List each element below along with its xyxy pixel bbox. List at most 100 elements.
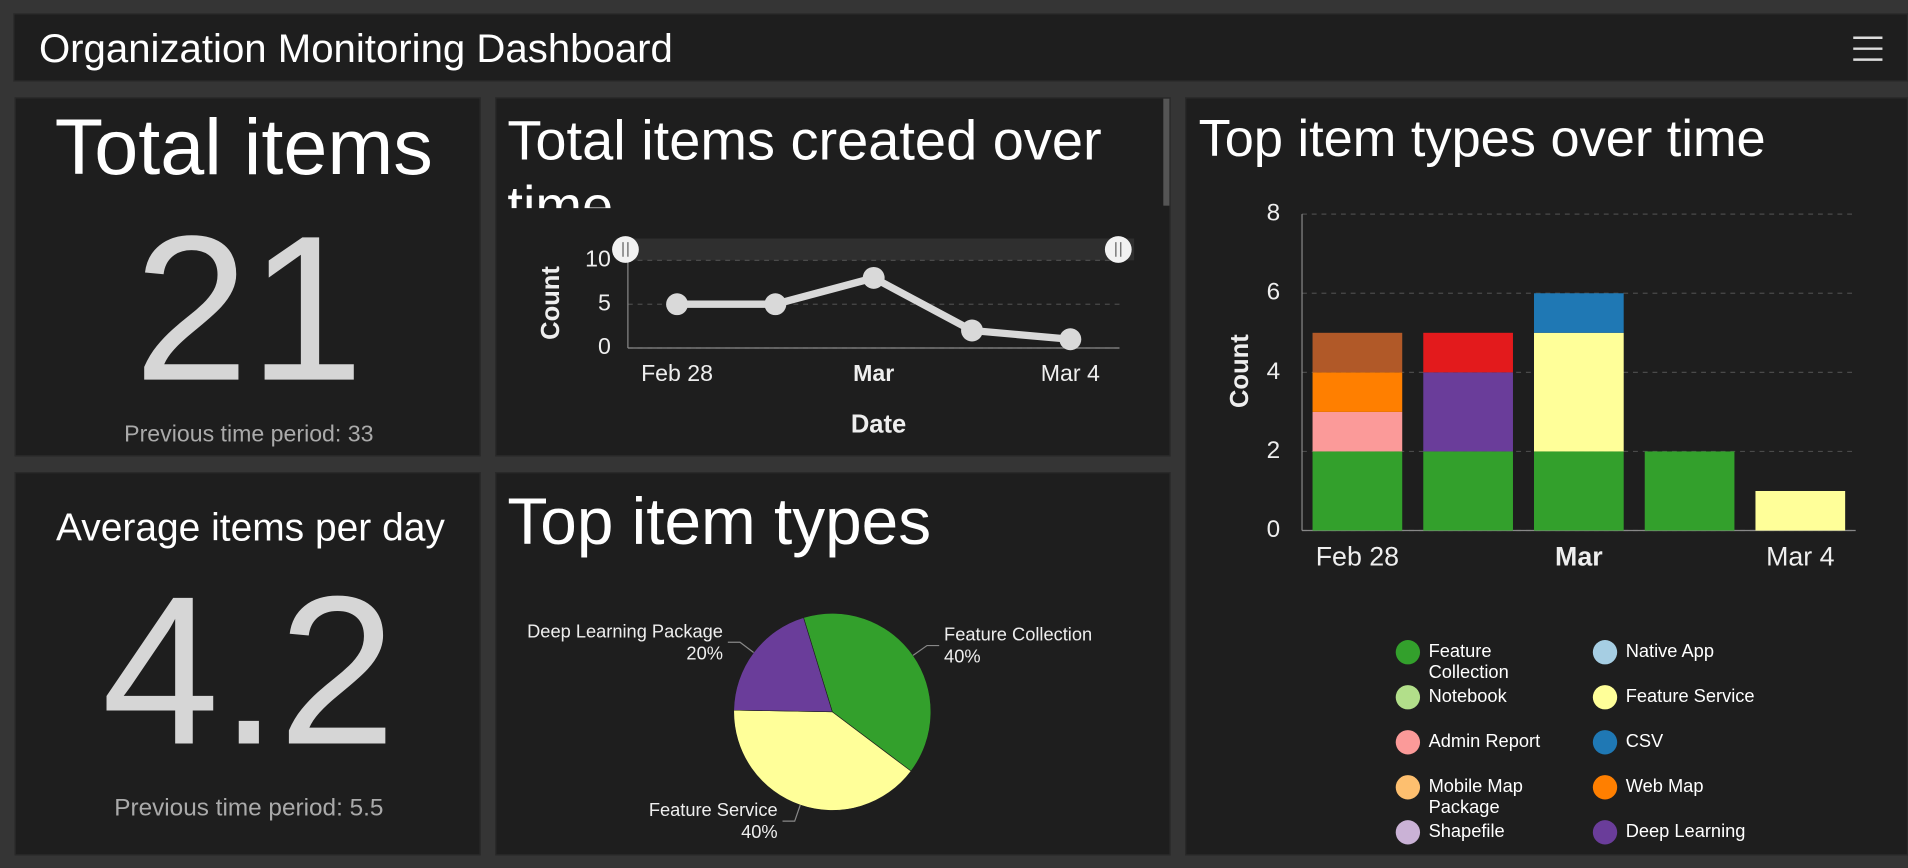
slice-value-label: 40% <box>944 646 981 667</box>
y-tick-label: 4 <box>1267 358 1281 385</box>
x-tick-label: Mar <box>853 360 894 386</box>
slice-label: Feature Service <box>649 799 778 820</box>
y-tick-label: 0 <box>1267 516 1281 543</box>
legend-swatch <box>1592 775 1618 800</box>
y-axis-label: Count <box>537 266 565 340</box>
legend-swatch <box>1592 730 1618 755</box>
data-point <box>666 293 689 316</box>
legend-swatch <box>1395 730 1421 755</box>
legend-swatch <box>1395 820 1421 845</box>
legend-swatch <box>1592 820 1618 845</box>
pie-slice <box>803 613 932 772</box>
legend-label: Mobile Map Package <box>1428 776 1523 818</box>
bar-segment <box>1534 451 1624 531</box>
legend-label: Feature Collection <box>1428 641 1509 683</box>
x-tick-label: Feb 28 <box>1316 542 1399 572</box>
legend-swatch <box>1395 685 1421 710</box>
legend-swatch <box>1395 775 1421 800</box>
handle-knob[interactable] <box>1104 236 1132 263</box>
y-tick-label: 10 <box>585 246 611 272</box>
bar-segment <box>1644 451 1735 531</box>
y-axis-label: Count <box>1226 334 1254 408</box>
legend-label: Admin Report <box>1428 731 1541 753</box>
legend-item[interactable]: Feature Collection <box>1395 640 1593 683</box>
indicator-title: Total items <box>54 104 433 190</box>
slice-label: Feature Collection <box>944 624 1092 645</box>
scrollbar[interactable] <box>1163 98 1170 206</box>
legend-swatch <box>1592 685 1618 710</box>
bar-chart: 0 2 4 6 8 Feb 28 Mar Mar 4 Count <box>1226 200 1856 572</box>
bar-segment <box>1423 451 1513 531</box>
bar-segment <box>1534 332 1624 452</box>
bar-segment <box>1312 332 1403 373</box>
legend-label: Deep Learning <box>1625 821 1746 843</box>
y-tick-label: 5 <box>598 289 611 315</box>
menu-button[interactable] <box>1852 34 1884 63</box>
slice-value-label: 40% <box>741 821 778 842</box>
bar-segment <box>1312 411 1403 452</box>
legend-swatch <box>1395 640 1421 665</box>
dashboard-title: Organization Monitoring Dashboard <box>38 25 673 71</box>
chart-title: Top item types over time <box>1198 109 1766 168</box>
legend-item[interactable]: Feature Service <box>1592 685 1790 723</box>
data-point <box>961 319 983 342</box>
y-tick-label: 0 <box>598 333 611 359</box>
x-tick-label: Mar <box>1555 542 1603 572</box>
chart-layer: 0 5 10 Feb 28 Mar Mar 4 Date Count Feature Colle… <box>527 200 1856 842</box>
legend-item[interactable]: Deep Learning <box>1592 820 1790 854</box>
bar-segment <box>1423 332 1513 373</box>
x-axis-label: Date <box>851 411 906 439</box>
legend-item[interactable]: Native App <box>1592 640 1790 678</box>
legend-item[interactable]: Shapefile <box>1395 820 1593 854</box>
chart-title: Total items created over time <box>507 108 1102 209</box>
leader-line <box>782 804 801 822</box>
x-tick-label: Mar 4 <box>1041 360 1100 386</box>
leader-line <box>912 644 940 656</box>
legend-item[interactable]: CSV <box>1592 730 1790 768</box>
data-point <box>862 266 885 289</box>
x-tick-label: Mar 4 <box>1766 542 1835 572</box>
bar-segment <box>1312 372 1403 412</box>
legend: Feature Collection Native App Notebook Feat… <box>1395 640 1790 854</box>
legend-item[interactable]: Admin Report <box>1395 730 1593 768</box>
leader-line <box>727 641 754 654</box>
indicator-reference: Previous time period: 5.5 <box>114 794 384 822</box>
legend-label: Notebook <box>1428 686 1507 707</box>
indicator-panel: Average items per day 4.2 Previous time … <box>14 472 481 856</box>
data-point <box>1059 328 1082 351</box>
y-tick-label: 2 <box>1267 437 1281 464</box>
legend-label: Feature Service <box>1625 686 1755 707</box>
handle-knob[interactable] <box>612 236 639 263</box>
pie-slice <box>733 709 912 811</box>
data-point <box>764 293 787 316</box>
legend-label: CSV <box>1625 731 1664 753</box>
x-tick-label: Feb 28 <box>641 360 713 386</box>
slice-value-label: 20% <box>686 642 723 663</box>
legend-item[interactable]: Web Map <box>1592 775 1790 813</box>
y-tick-label: 8 <box>1267 200 1281 227</box>
legend-item[interactable]: Notebook <box>1395 685 1593 723</box>
range-slider-track[interactable] <box>615 238 1135 261</box>
range-slider-handle[interactable] <box>612 236 639 263</box>
legend-item[interactable]: Mobile Map Package <box>1395 775 1593 818</box>
pie-slice <box>733 617 833 713</box>
legend-label: Web Map <box>1625 776 1704 798</box>
chart-title: Top item types <box>507 485 932 559</box>
bar-segment <box>1423 372 1513 452</box>
indicator-title: Average items per day <box>55 504 445 549</box>
line-chart-panel: Total items created over time <box>495 97 1171 457</box>
indicator-value: 21 <box>133 193 364 425</box>
indicator-panel: Total items 21 Previous time period: 33 <box>14 97 481 457</box>
slice-label: Deep Learning Package <box>527 620 723 641</box>
range-slider-handle[interactable] <box>1104 236 1132 263</box>
indicator-value: 4.2 <box>101 551 397 789</box>
bar-segment <box>1312 451 1403 531</box>
indicator-reference: Previous time period: 33 <box>124 422 374 448</box>
legend-label: Shapefile <box>1428 821 1505 843</box>
y-tick-label: 6 <box>1267 279 1281 306</box>
legend-swatch <box>1592 640 1618 665</box>
